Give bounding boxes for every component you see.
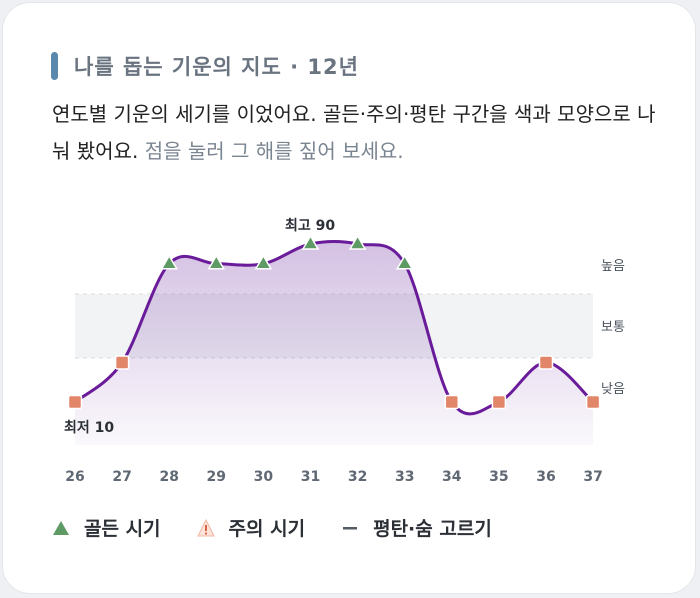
golden-marker[interactable] [160, 254, 178, 270]
description-text: 연도별 기운의 세기를 이었어요. 골든·주의·평탄 구간을 색과 모양으로 나… [52, 102, 656, 163]
golden-marker[interactable] [207, 254, 226, 270]
legend-label-flat: 평탄·숨 고르기 [373, 518, 492, 540]
x-axis: 26 27 28 29 30 31 32 33 34 35 36 37 [65, 469, 603, 485]
x-tick-label: 33 [395, 469, 414, 485]
x-tick-label: 27 [112, 469, 131, 485]
chart-description: 연도별 기운의 세기를 이었어요. 골든·주의·평탄 구간을 색과 모양으로 나… [52, 96, 662, 170]
golden-marker[interactable] [301, 234, 320, 250]
markers-group [67, 234, 601, 410]
x-tick-label: 37 [583, 469, 602, 485]
x-tick-label: 31 [301, 469, 320, 485]
legend-item-caution[interactable]: 주의 시기 [196, 514, 306, 541]
title-row: 나를 돕는 기운의 지도 · 12년 [51, 51, 359, 81]
band-label-high: 높음 [601, 259, 625, 274]
x-tick-label: 28 [159, 469, 178, 485]
band-label-low: 낮음 [601, 382, 625, 397]
area-fill [75, 241, 594, 445]
x-tick-label: 34 [442, 469, 462, 485]
description-hint: 점을 눌러 그 해를 짚어 보세요. [144, 139, 404, 163]
min-annotation: 최저 10 [64, 420, 114, 436]
x-tick-label: 26 [65, 469, 84, 485]
x-tick-label: 29 [207, 469, 226, 485]
band-label-mid: 보통 [601, 320, 625, 335]
caution-marker[interactable] [491, 394, 507, 410]
max-annotation: 최고 90 [285, 218, 335, 234]
warning-icon [196, 518, 215, 536]
x-tick-label: 35 [489, 469, 508, 485]
legend-label-golden: 골든 시기 [84, 518, 161, 540]
dash-icon [343, 526, 358, 529]
title-accent-bar [51, 52, 58, 80]
golden-marker[interactable] [348, 234, 367, 250]
golden-marker[interactable] [395, 254, 414, 270]
x-tick-label: 30 [254, 469, 274, 485]
caution-marker[interactable] [444, 394, 460, 410]
legend-item-flat[interactable]: 평탄·숨 고르기 [341, 514, 492, 541]
golden-marker[interactable] [254, 254, 273, 270]
legend-item-golden[interactable]: 골든 시기 [52, 514, 161, 541]
chart-title: 나를 돕는 기운의 지도 · 12년 [74, 55, 359, 79]
legend: 골든 시기 주의 시기 평탄·숨 고르기 [52, 514, 528, 541]
legend-label-caution: 주의 시기 [228, 518, 306, 540]
caution-marker[interactable] [585, 394, 601, 410]
caution-marker[interactable] [538, 355, 554, 370]
caution-marker[interactable] [114, 355, 130, 370]
triangle-icon [53, 520, 69, 535]
x-tick-label: 32 [348, 469, 367, 485]
caution-marker[interactable] [67, 394, 83, 410]
x-tick-label: 36 [536, 469, 555, 485]
